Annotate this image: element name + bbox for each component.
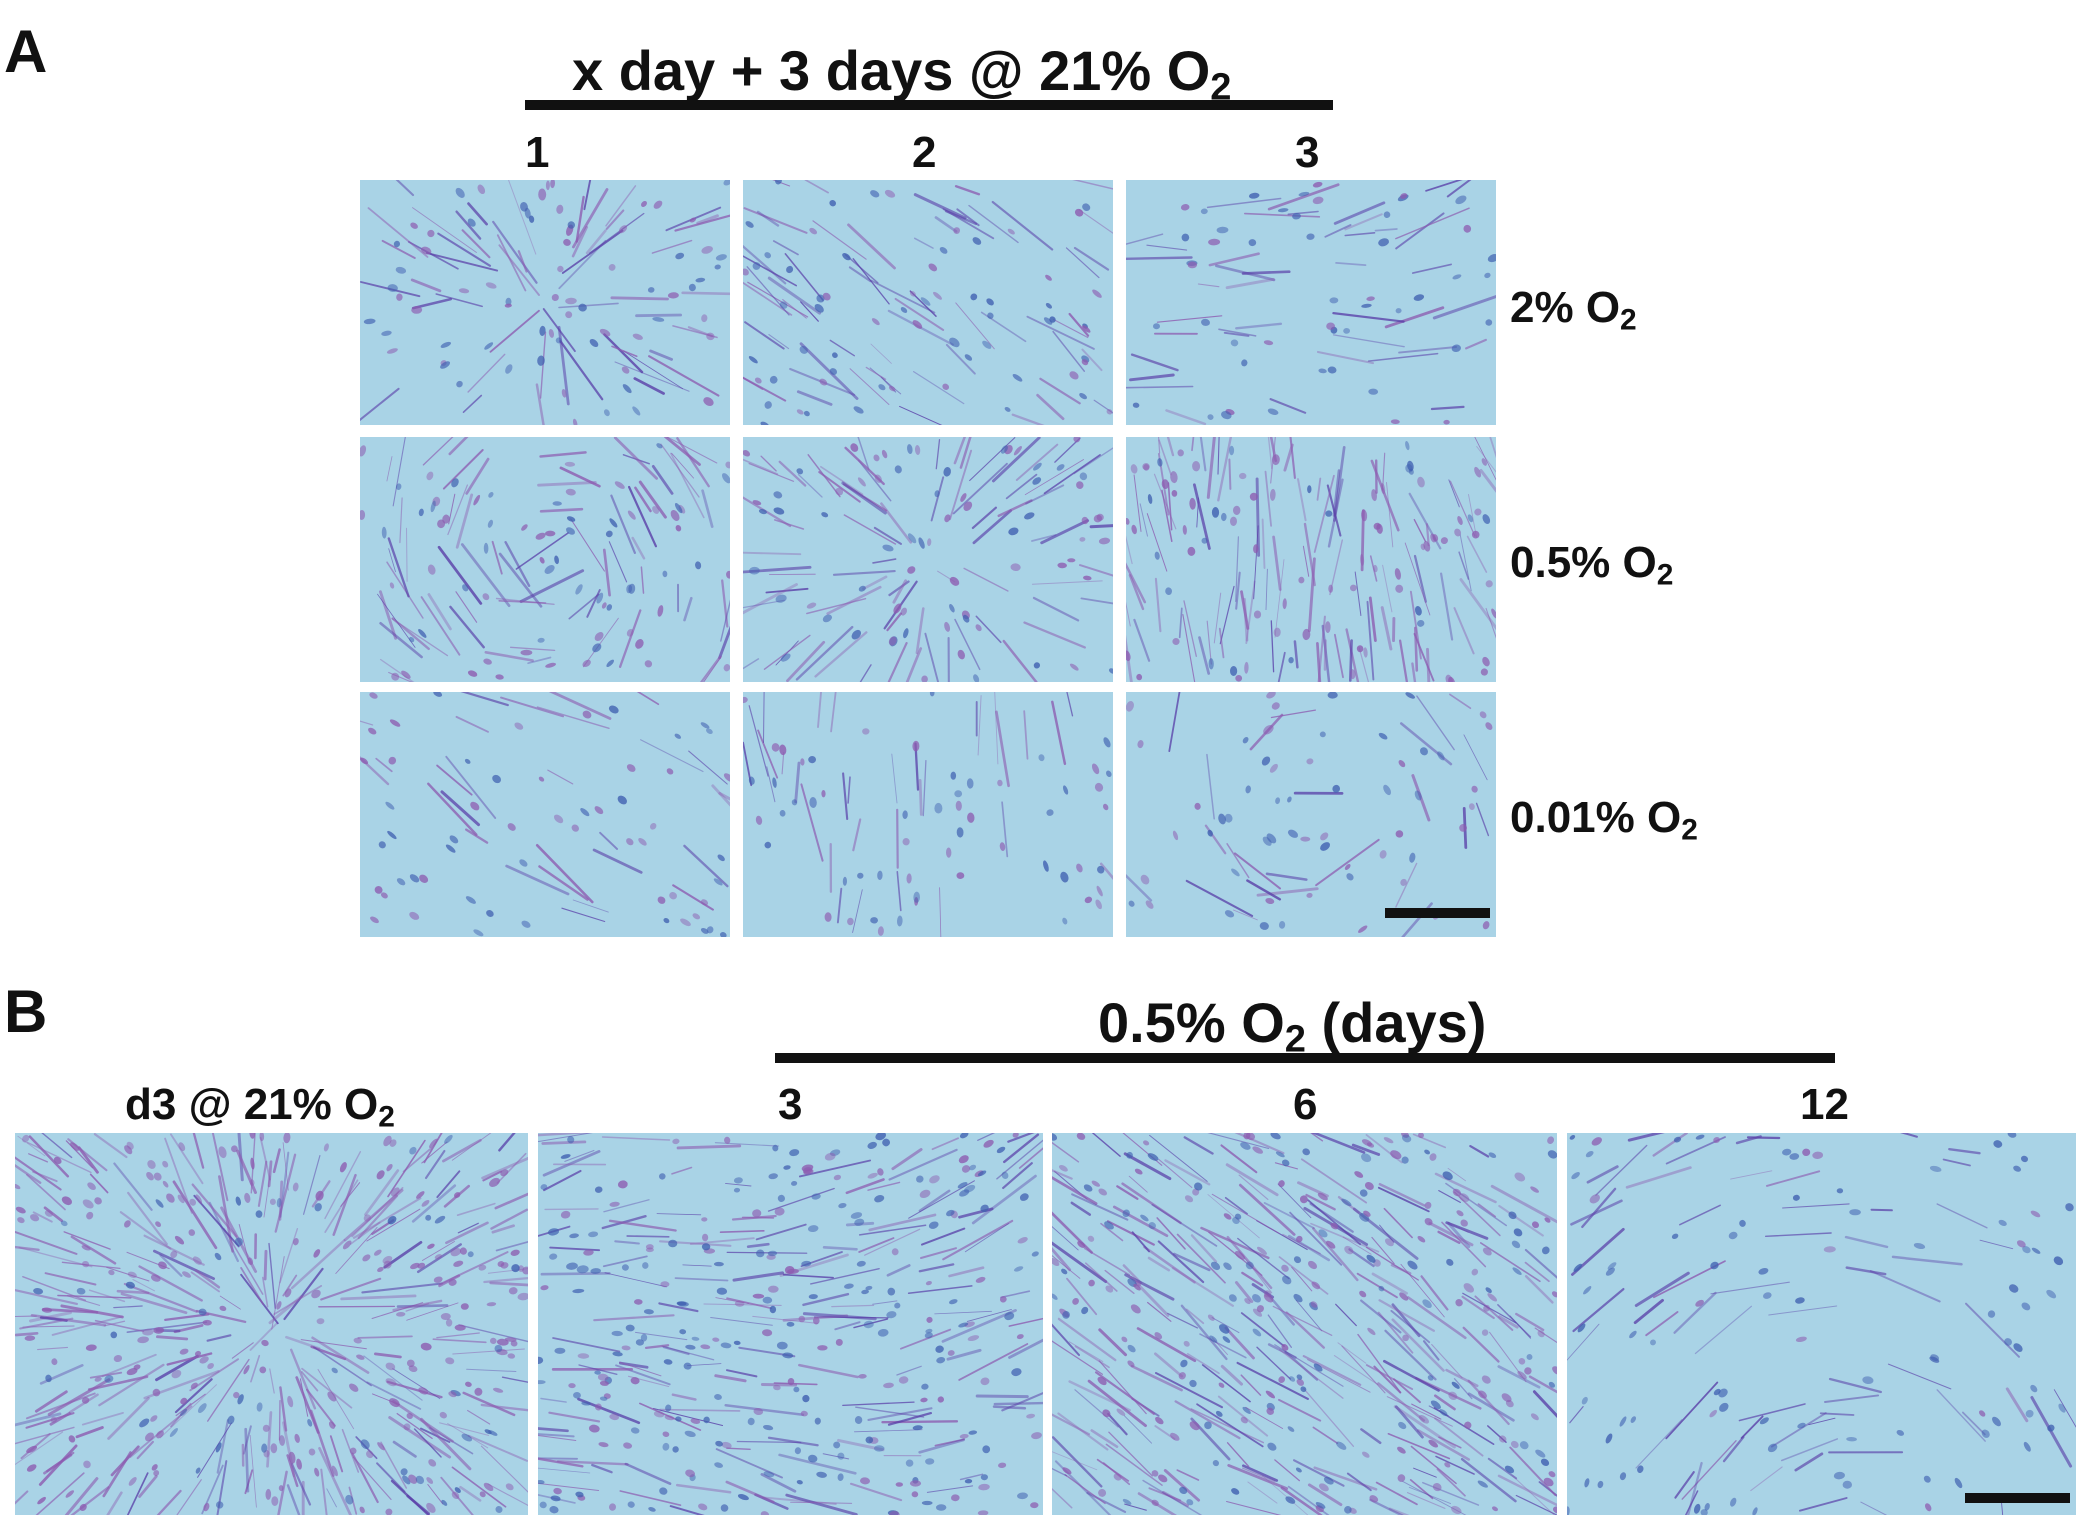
panel-b-title-suffix: (days) bbox=[1305, 991, 1487, 1054]
panel-a-letter: A bbox=[4, 18, 48, 85]
panel-a-row-label-2-sub: 2 bbox=[1656, 558, 1674, 592]
panel-b-title-sub: 2 bbox=[1284, 1018, 1306, 1061]
panel-b-control-label-text: d3 @ 21% O bbox=[125, 1080, 379, 1129]
panel-a-scale-bar bbox=[1385, 908, 1490, 918]
panel-b-scale-bar bbox=[1965, 1493, 2070, 1503]
micrograph-a-2pct-day2 bbox=[743, 180, 1113, 425]
micrograph-a-001pct-day1 bbox=[360, 692, 730, 937]
panel-b-title-bar bbox=[775, 1053, 1835, 1063]
panel-a-row-label-2: 0.5% O2 bbox=[1510, 538, 1674, 592]
micrograph-a-2pct-day1 bbox=[360, 180, 730, 425]
panel-a-row-label-1-text: 2% O bbox=[1510, 283, 1621, 332]
micrograph-a-001pct-day2 bbox=[743, 692, 1113, 937]
panel-a-col-label-1: 1 bbox=[525, 128, 550, 177]
panel-a-title: x day + 3 days @ 21% O2 bbox=[572, 38, 1231, 107]
micrograph-a-001pct-day3 bbox=[1126, 692, 1496, 937]
micrograph-b-05pct-day12 bbox=[1567, 1133, 2076, 1515]
panel-a-title-bar bbox=[525, 100, 1333, 110]
micrograph-a-05pct-day2 bbox=[743, 437, 1113, 682]
panel-a-row-label-2-text: 0.5% O bbox=[1510, 538, 1657, 587]
panel-a-col-label-2: 2 bbox=[912, 128, 937, 177]
panel-a-row-label-1: 2% O2 bbox=[1510, 283, 1637, 337]
micrograph-a-05pct-day3 bbox=[1126, 437, 1496, 682]
panel-b-col-label-6: 6 bbox=[1293, 1080, 1318, 1129]
panel-a-row-label-3-text: 0.01% O bbox=[1510, 793, 1682, 842]
micrograph-b-d3-21pct bbox=[15, 1133, 528, 1515]
micrograph-a-2pct-day3 bbox=[1126, 180, 1496, 425]
panel-a-title-sub: 2 bbox=[1210, 66, 1232, 109]
micrograph-b-05pct-day3 bbox=[538, 1133, 1043, 1515]
panel-b-col-label-12: 12 bbox=[1800, 1080, 1849, 1129]
panel-b-letter: B bbox=[4, 978, 48, 1045]
panel-a-title-text: x day + 3 days @ 21% O bbox=[572, 39, 1211, 102]
panel-b-control-label: d3 @ 21% O2 bbox=[125, 1080, 395, 1134]
panel-a-row-label-3-sub: 2 bbox=[1681, 813, 1698, 847]
panel-a-row-label-1-sub: 2 bbox=[1620, 303, 1637, 337]
micrograph-b-05pct-day6 bbox=[1052, 1133, 1557, 1515]
panel-b-title: 0.5% O2 (days) bbox=[1098, 990, 1487, 1059]
panel-a-col-label-3: 3 bbox=[1295, 128, 1320, 177]
panel-b-col-label-3: 3 bbox=[778, 1080, 803, 1129]
panel-b-title-text: 0.5% O bbox=[1098, 991, 1285, 1054]
panel-b-control-label-sub: 2 bbox=[378, 1100, 395, 1134]
micrograph-a-05pct-day1 bbox=[360, 437, 730, 682]
panel-a-row-label-3: 0.01% O2 bbox=[1510, 793, 1698, 847]
